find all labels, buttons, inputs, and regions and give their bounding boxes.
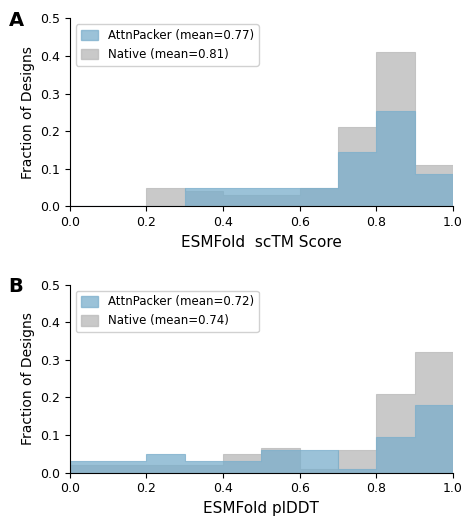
X-axis label: ESMFold  scTM Score: ESMFold scTM Score	[181, 235, 342, 250]
Legend: AttnPacker (mean=0.72), Native (mean=0.74): AttnPacker (mean=0.72), Native (mean=0.7…	[76, 291, 258, 332]
X-axis label: ESMFold plDDT: ESMFold plDDT	[203, 501, 319, 516]
Legend: AttnPacker (mean=0.77), Native (mean=0.81): AttnPacker (mean=0.77), Native (mean=0.8…	[76, 24, 258, 66]
Text: A: A	[9, 11, 24, 30]
Y-axis label: Fraction of Designs: Fraction of Designs	[20, 46, 35, 179]
Text: B: B	[9, 277, 23, 296]
Y-axis label: Fraction of Designs: Fraction of Designs	[20, 313, 35, 445]
